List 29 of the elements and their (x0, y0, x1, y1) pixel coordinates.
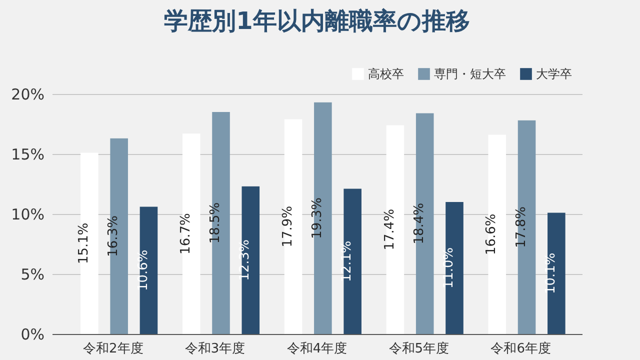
data-label: 10.1% (543, 252, 558, 294)
data-label: 16.7% (178, 213, 194, 254)
data-label: 16.3% (106, 216, 122, 257)
data-label: 10.6% (136, 250, 151, 292)
y-tick-label: 20% (11, 86, 44, 104)
x-tick-label: 令和6年度 (490, 340, 551, 356)
data-label: 18.4% (412, 202, 427, 244)
data-label: 19.3% (310, 198, 325, 239)
legend-label: 専門・短大卒 (434, 67, 506, 81)
data-label: 18.5% (208, 202, 224, 244)
data-label: 12.3% (238, 240, 253, 281)
data-label: 11.0% (442, 247, 457, 289)
data-label: 17.4% (382, 208, 398, 250)
x-tick-label: 令和5年度 (388, 340, 450, 356)
y-tick-label: 10% (11, 206, 44, 224)
x-tick-label: 令和2年度 (83, 340, 144, 356)
data-label: 17.9% (280, 206, 296, 248)
legend-label: 大学卒 (536, 67, 572, 81)
data-label: 12.1% (340, 240, 355, 282)
data-label: 15.1% (76, 222, 92, 264)
x-tick-label: 令和4年度 (286, 340, 348, 356)
y-tick-label: 5% (20, 266, 44, 284)
data-label: 16.6% (484, 214, 500, 256)
x-tick-label: 令和3年度 (184, 340, 246, 356)
data-label: 17.8% (514, 206, 529, 248)
legend-label: 高校卒 (368, 67, 404, 81)
y-tick-label: 0% (20, 326, 44, 344)
chart-title: 学歴別1年以内離職率の推移 (164, 7, 470, 35)
y-tick-label: 15% (11, 146, 44, 164)
